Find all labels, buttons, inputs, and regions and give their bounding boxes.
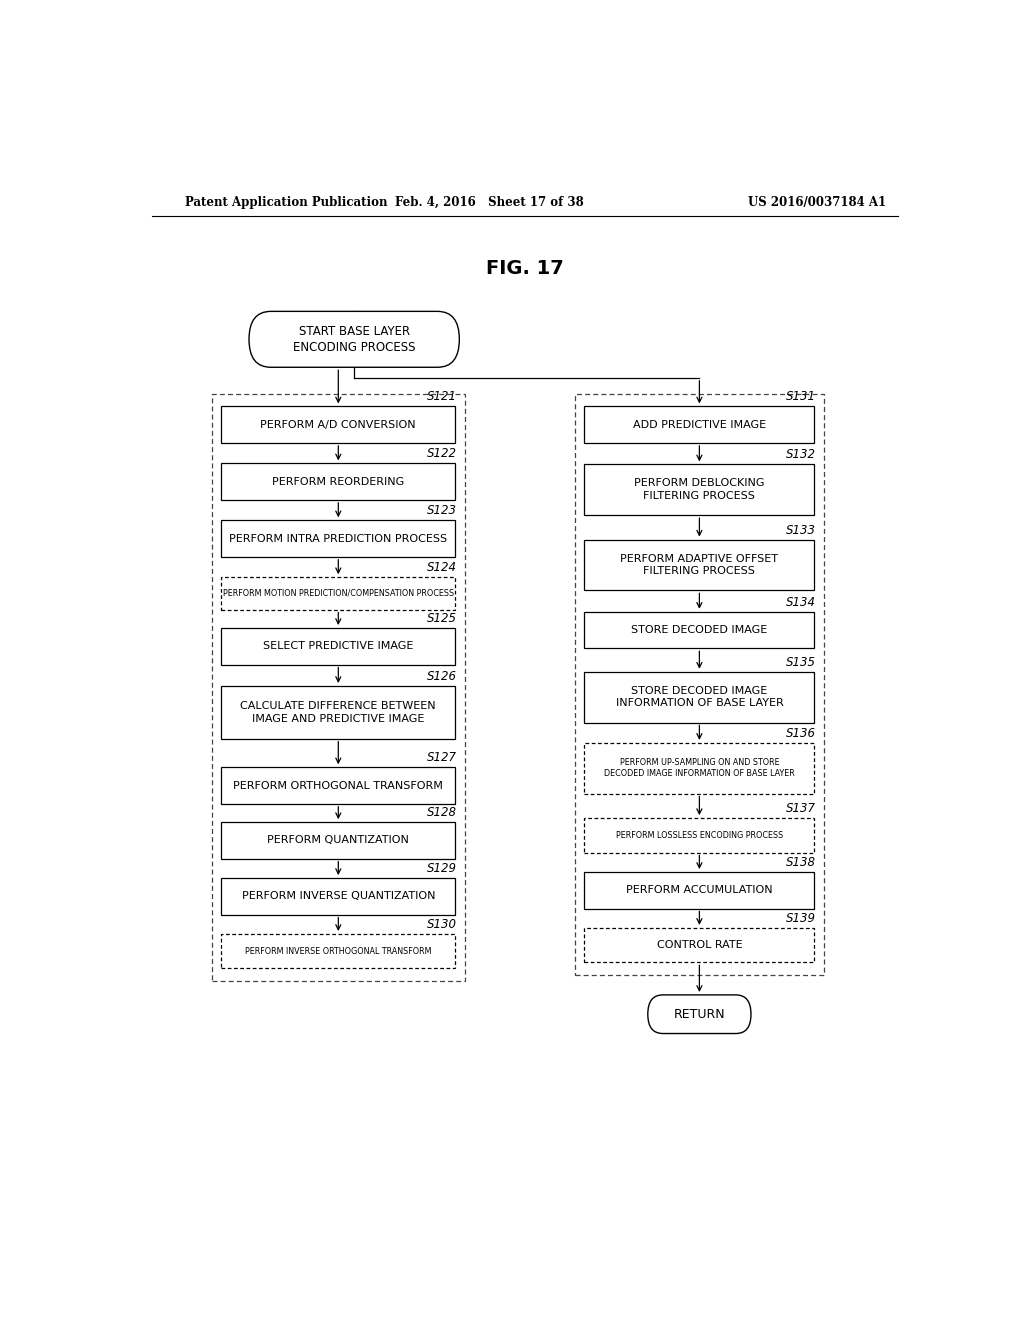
Text: CONTROL RATE: CONTROL RATE [656,940,742,950]
FancyBboxPatch shape [221,935,456,969]
Text: FIG. 17: FIG. 17 [486,259,563,277]
Text: S125: S125 [427,612,457,624]
FancyBboxPatch shape [585,407,814,444]
Text: S131: S131 [786,391,816,404]
Text: Patent Application Publication: Patent Application Publication [185,195,388,209]
Text: S123: S123 [427,504,457,517]
Text: S130: S130 [427,917,457,931]
Text: ADD PREDICTIVE IMAGE: ADD PREDICTIVE IMAGE [633,420,766,430]
Text: PERFORM REORDERING: PERFORM REORDERING [272,477,404,487]
Text: SELECT PREDICTIVE IMAGE: SELECT PREDICTIVE IMAGE [263,642,414,651]
FancyBboxPatch shape [648,995,751,1034]
Text: S126: S126 [427,669,457,682]
FancyBboxPatch shape [212,395,465,981]
FancyBboxPatch shape [585,818,814,853]
Text: S128: S128 [427,807,457,818]
FancyBboxPatch shape [585,672,814,722]
Text: PERFORM A/D CONVERSION: PERFORM A/D CONVERSION [260,420,416,430]
Text: S138: S138 [786,855,816,869]
FancyBboxPatch shape [221,767,456,804]
FancyBboxPatch shape [221,463,456,500]
Text: STORE DECODED IMAGE: STORE DECODED IMAGE [631,624,768,635]
FancyBboxPatch shape [585,465,814,515]
Text: S139: S139 [786,912,816,925]
FancyBboxPatch shape [249,312,460,367]
Text: S129: S129 [427,862,457,875]
FancyBboxPatch shape [221,577,456,610]
FancyBboxPatch shape [585,928,814,962]
Text: PERFORM LOSSLESS ENCODING PROCESS: PERFORM LOSSLESS ENCODING PROCESS [615,830,783,840]
FancyBboxPatch shape [221,628,456,664]
Text: S137: S137 [786,803,816,814]
Text: S136: S136 [786,727,816,739]
FancyBboxPatch shape [585,743,814,793]
Text: PERFORM ORTHOGONAL TRANSFORM: PERFORM ORTHOGONAL TRANSFORM [233,780,443,791]
Text: S135: S135 [786,656,816,669]
Text: US 2016/0037184 A1: US 2016/0037184 A1 [748,195,886,209]
FancyBboxPatch shape [221,686,456,739]
FancyBboxPatch shape [585,540,814,590]
Text: S134: S134 [786,595,816,609]
Text: S127: S127 [427,751,457,764]
Text: RETURN: RETURN [674,1007,725,1020]
Text: PERFORM ADAPTIVE OFFSET
FILTERING PROCESS: PERFORM ADAPTIVE OFFSET FILTERING PROCES… [621,553,778,577]
Text: Feb. 4, 2016   Sheet 17 of 38: Feb. 4, 2016 Sheet 17 of 38 [394,195,584,209]
Text: STORE DECODED IMAGE
INFORMATION OF BASE LAYER: STORE DECODED IMAGE INFORMATION OF BASE … [615,685,783,709]
FancyBboxPatch shape [221,407,456,444]
Text: S121: S121 [427,391,457,404]
Text: CALCULATE DIFFERENCE BETWEEN
IMAGE AND PREDICTIVE IMAGE: CALCULATE DIFFERENCE BETWEEN IMAGE AND P… [241,701,436,723]
Text: S132: S132 [786,449,816,461]
FancyBboxPatch shape [221,878,456,915]
Text: START BASE LAYER
ENCODING PROCESS: START BASE LAYER ENCODING PROCESS [293,325,416,354]
Text: PERFORM UP-SAMPLING ON AND STORE
DECODED IMAGE INFORMATION OF BASE LAYER: PERFORM UP-SAMPLING ON AND STORE DECODED… [604,758,795,779]
Text: PERFORM INTRA PREDICTION PROCESS: PERFORM INTRA PREDICTION PROCESS [229,533,447,544]
Text: PERFORM DEBLOCKING
FILTERING PROCESS: PERFORM DEBLOCKING FILTERING PROCESS [634,478,765,502]
Text: PERFORM QUANTIZATION: PERFORM QUANTIZATION [267,836,410,845]
FancyBboxPatch shape [221,822,456,859]
Text: PERFORM INVERSE ORTHOGONAL TRANSFORM: PERFORM INVERSE ORTHOGONAL TRANSFORM [245,946,431,956]
Text: PERFORM INVERSE QUANTIZATION: PERFORM INVERSE QUANTIZATION [242,891,435,902]
FancyBboxPatch shape [585,611,814,648]
FancyBboxPatch shape [574,395,824,974]
Text: S122: S122 [427,447,457,461]
Text: S124: S124 [427,561,457,574]
Text: PERFORM MOTION PREDICTION/COMPENSATION PROCESS: PERFORM MOTION PREDICTION/COMPENSATION P… [223,589,454,598]
FancyBboxPatch shape [585,873,814,908]
Text: S133: S133 [786,524,816,536]
FancyBboxPatch shape [221,520,456,557]
Text: PERFORM ACCUMULATION: PERFORM ACCUMULATION [626,886,773,895]
